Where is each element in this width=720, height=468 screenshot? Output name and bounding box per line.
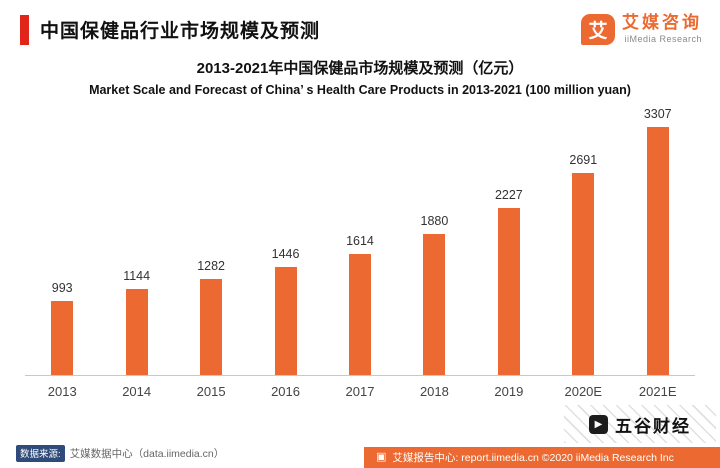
- bar-value-label: 1282: [197, 259, 225, 273]
- brand-name-en: iiMedia Research: [624, 33, 702, 44]
- bar: [497, 208, 520, 375]
- bar-group: 1880: [397, 214, 471, 375]
- bar-group: 3307: [621, 107, 695, 375]
- bar-value-label: 993: [51, 281, 73, 295]
- accent-bar: [20, 14, 29, 45]
- x-axis-label: 2016: [271, 384, 300, 399]
- iimedia-logo-icon: 艾: [581, 14, 615, 45]
- bar-value-label: 1144: [123, 269, 151, 283]
- x-axis-label: 2018: [419, 384, 449, 399]
- wugu-caijing-logo-icon: ▶: [589, 414, 608, 434]
- footer-bar: ▣ 艾媒报告中心: report.iimedia.cn ©2020 iiMedi…: [364, 447, 720, 468]
- brand-name-cn: 艾媒咨询: [622, 13, 702, 33]
- x-axis-label: 2021E: [638, 384, 677, 399]
- bar-chart: 993 1144 1282 1446 1614 1880 2227 2691 3307 2013…: [25, 103, 695, 399]
- bar-group: 1446: [248, 247, 322, 375]
- chart-titles: 2013-2021年中国保健品市场规模及预测（亿元） Market Scale …: [0, 57, 720, 97]
- x-axis-label: 2020E: [564, 384, 603, 399]
- bar: [646, 127, 669, 375]
- bar-group: 1614: [323, 234, 397, 375]
- data-source-note: 数据来源: 艾媒数据中心（data.iimedia.cn）: [16, 445, 224, 462]
- bar: [51, 301, 74, 375]
- wugu-caijing-text: 五谷财经: [615, 416, 691, 436]
- header: 中国保健品行业市场规模及预测 艾 艾媒咨询 iiMedia Research: [0, 0, 720, 45]
- bar-group: 1144: [99, 269, 173, 375]
- bar: [200, 279, 223, 375]
- bar: [125, 289, 148, 375]
- bar-group: 993: [25, 281, 99, 375]
- chart-title-cn: 2013-2021年中国保健品市场规模及预测（亿元）: [196, 60, 524, 77]
- x-axis-labels: 2013 2014 2015 2016 2017 2018 2019 2020E 2021E: [25, 376, 695, 399]
- bar: [274, 267, 297, 375]
- bar-value-label: 1614: [346, 234, 374, 248]
- bar-group: 1282: [174, 259, 248, 375]
- iimedia-logo: 艾 艾媒咨询 iiMedia Research: [581, 14, 702, 45]
- report-icon: ▣: [376, 451, 387, 463]
- footer-text: 艾媒报告中心: report.iimedia.cn ©2020 iiMedia …: [392, 452, 674, 464]
- page-title: 中国保健品行业市场规模及预测: [40, 21, 321, 42]
- bar: [572, 173, 595, 375]
- bar-value-label: 1880: [420, 214, 449, 228]
- chart-title-en: Market Scale and Forecast of China’ s He…: [89, 83, 631, 97]
- data-source-text: 艾媒数据中心（data.iimedia.cn）: [69, 448, 225, 460]
- bar-value-label: 3307: [643, 107, 672, 121]
- bar: [423, 234, 446, 375]
- bar-value-label: 2227: [494, 188, 523, 202]
- wugu-caijing-watermark: ▶ 五谷财经: [564, 405, 716, 443]
- x-axis-label: 2014: [122, 384, 152, 399]
- bar: [348, 254, 371, 375]
- bar-group: 2227: [472, 188, 546, 375]
- iimedia-logo-text: 艾媒咨询 iiMedia Research: [622, 14, 702, 45]
- bar-value-label: 2691: [569, 153, 598, 167]
- bar-value-label: 1446: [271, 247, 300, 261]
- x-axis-label: 2019: [494, 384, 524, 399]
- plot-area: 993 1144 1282 1446 1614 1880 2227 2691 3307: [25, 103, 695, 376]
- data-source-badge: 数据来源:: [16, 445, 65, 462]
- x-axis-label: 2013: [47, 384, 77, 399]
- x-axis-label: 2015: [196, 384, 226, 399]
- x-axis-label: 2017: [345, 384, 375, 399]
- bar-group: 2691: [546, 153, 620, 375]
